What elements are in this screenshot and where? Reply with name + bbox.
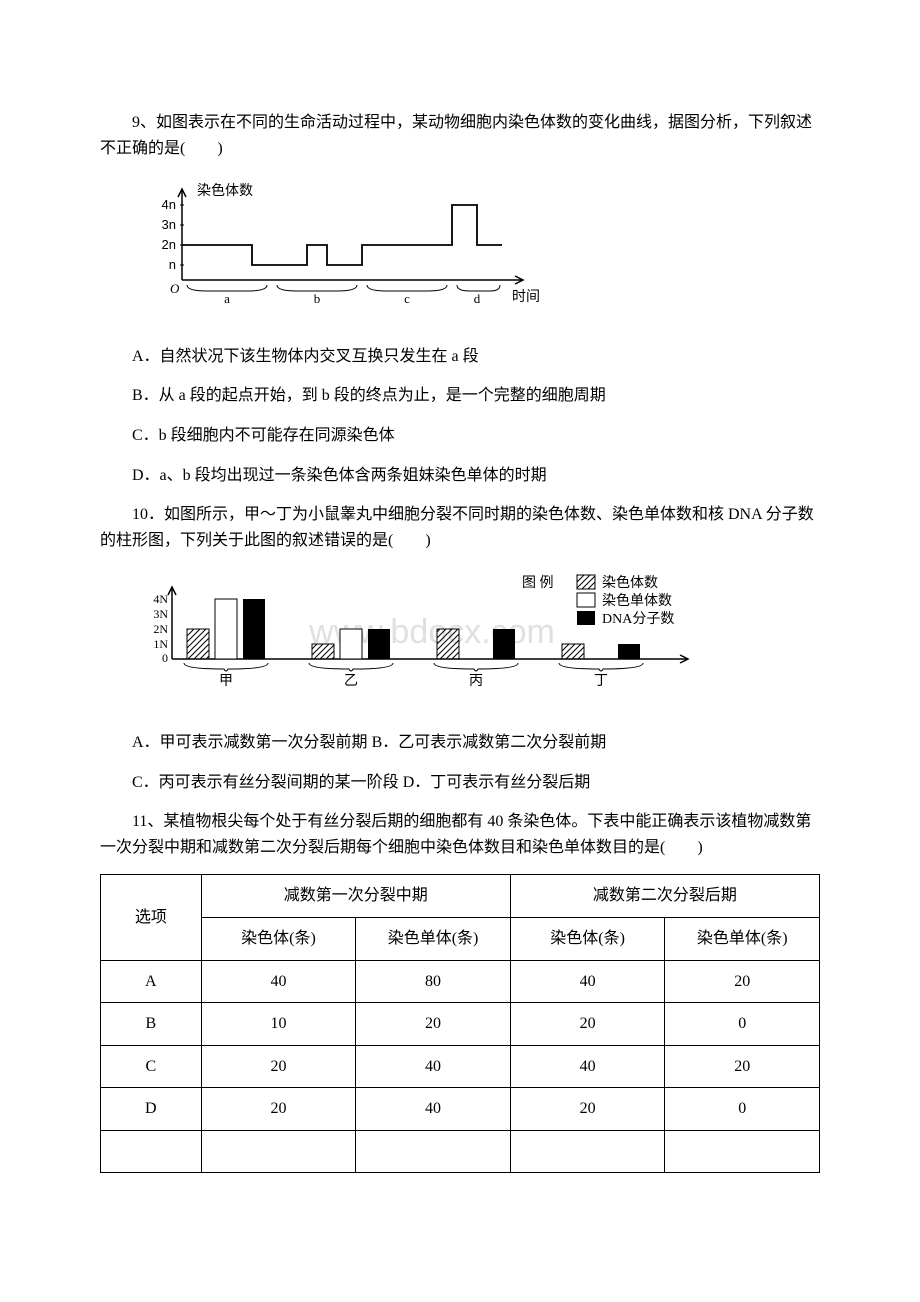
cell-opt: B [101,1003,202,1046]
hdr-mi: 减数第一次分裂中期 [201,875,510,918]
q10-g1: 甲 [219,674,233,689]
q10-chart-svg: www.bdocx.com 4N 3N 2N 1N 0 [132,571,752,691]
cell: 20 [356,1003,511,1046]
q10-y-4n: 4N [153,592,168,606]
q9-ylabel: 染色体数 [197,182,253,199]
q9-y-3n: 3n [162,217,176,232]
q10-opt-b: B．乙可表示减数第二次分裂前期 [372,734,607,751]
q10-y-0: 0 [162,651,168,665]
table-row: D 20 40 20 0 [101,1088,820,1131]
q9-xlabel: 时间 [512,289,540,305]
q10-y-1n: 1N [153,637,168,651]
cell: 20 [665,960,820,1003]
q10-g2: 乙 [344,673,358,689]
q10-y-3n: 3N [153,607,168,621]
cell: 40 [356,1045,511,1088]
q9-origin: O [170,281,180,296]
q10-opt-a: A．甲可表示减数第一次分裂前期 [132,734,368,751]
cell-opt: D [101,1088,202,1131]
table-row-empty [101,1130,820,1173]
table-row-header1: 选项 减数第一次分裂中期 减数第二次分裂后期 [101,875,820,918]
cell: 20 [201,1088,356,1131]
q10-opts-cd: C．丙可表示有丝分裂间期的某一阶段 D．丁可表示有丝分裂后期 [100,770,820,796]
q9-chart-svg: 4n 3n 2n n 染色体数 a b c d 时间 O [132,175,542,305]
q10-chart: www.bdocx.com 4N 3N 2N 1N 0 [132,571,820,700]
hdr-mi-ctd: 染色单体(条) [356,917,511,960]
cell: 40 [356,1088,511,1131]
hdr-mii-ctd: 染色单体(条) [665,917,820,960]
table-row-header2: 染色体(条) 染色单体(条) 染色体(条) 染色单体(条) [101,917,820,960]
q10-legend-3: DNA分子数 [602,611,674,627]
q10-opt-d: D．丁可表示有丝分裂后期 [403,774,591,791]
q9-opt-b: B．从 a 段的起点开始，到 b 段的终点为止，是一个完整的细胞周期 [100,383,820,409]
q9-opt-c: C．b 段细胞内不可能存在同源染色体 [100,423,820,449]
hdr-opt: 选项 [101,875,202,960]
cell: 40 [510,1045,665,1088]
q10-g4: 丁 [594,674,608,689]
cell: 0 [665,1003,820,1046]
q9-chart: 4n 3n 2n n 染色体数 a b c d 时间 O [132,175,820,314]
q9-stem: 9、如图表示在不同的生命活动过程中，某动物细胞内染色体数的变化曲线，据图分析，下… [100,110,820,161]
table-row: C 20 40 40 20 [101,1045,820,1088]
hdr-mi-chr: 染色体(条) [201,917,356,960]
q10-legend-title: 图 例 [522,575,554,591]
q9-x-c: c [404,291,410,305]
q9-y-2n: 2n [162,237,176,252]
q9-y-n: n [169,257,176,272]
cell: 20 [510,1088,665,1131]
q9-x-b: b [314,291,321,305]
cell: 20 [665,1045,820,1088]
cell: 10 [201,1003,356,1046]
table-row: A 40 80 40 20 [101,960,820,1003]
hdr-mii-chr: 染色体(条) [510,917,665,960]
q9-opt-a: A．自然状况下该生物体内交叉互换只发生在 a 段 [100,344,820,370]
q10-opts-ab: A．甲可表示减数第一次分裂前期 B．乙可表示减数第二次分裂前期 [100,730,820,756]
cell: 40 [201,960,356,1003]
cell-opt: A [101,960,202,1003]
cell-opt: C [101,1045,202,1088]
cell: 0 [665,1088,820,1131]
q11-table: 选项 减数第一次分裂中期 减数第二次分裂后期 染色体(条) 染色单体(条) 染色… [100,874,820,1173]
cell: 40 [510,960,665,1003]
q10-g3: 丙 [469,674,483,689]
hdr-mii: 减数第二次分裂后期 [510,875,819,918]
table-row: B 10 20 20 0 [101,1003,820,1046]
cell: 20 [510,1003,665,1046]
q10-legend-2: 染色单体数 [602,592,672,609]
q9-opt-d: D．a、b 段均出现过一条染色体含两条姐妹染色单体的时期 [100,463,820,489]
q9-y-4n: 4n [162,197,176,212]
q9-x-a: a [224,291,230,305]
cell: 20 [201,1045,356,1088]
q10-opt-c: C．丙可表示有丝分裂间期的某一阶段 [132,774,399,791]
q11-stem: 11、某植物根尖每个处于有丝分裂后期的细胞都有 40 条染色体。下表中能正确表示… [100,809,820,860]
q10-y-2n: 2N [153,622,168,636]
q10-stem: 10．如图所示，甲～丁为小鼠睾丸中细胞分裂不同时期的染色体数、染色单体数和核 D… [100,502,820,553]
q9-x-d: d [474,291,481,305]
cell: 80 [356,960,511,1003]
q10-legend-1: 染色体数 [602,574,658,591]
